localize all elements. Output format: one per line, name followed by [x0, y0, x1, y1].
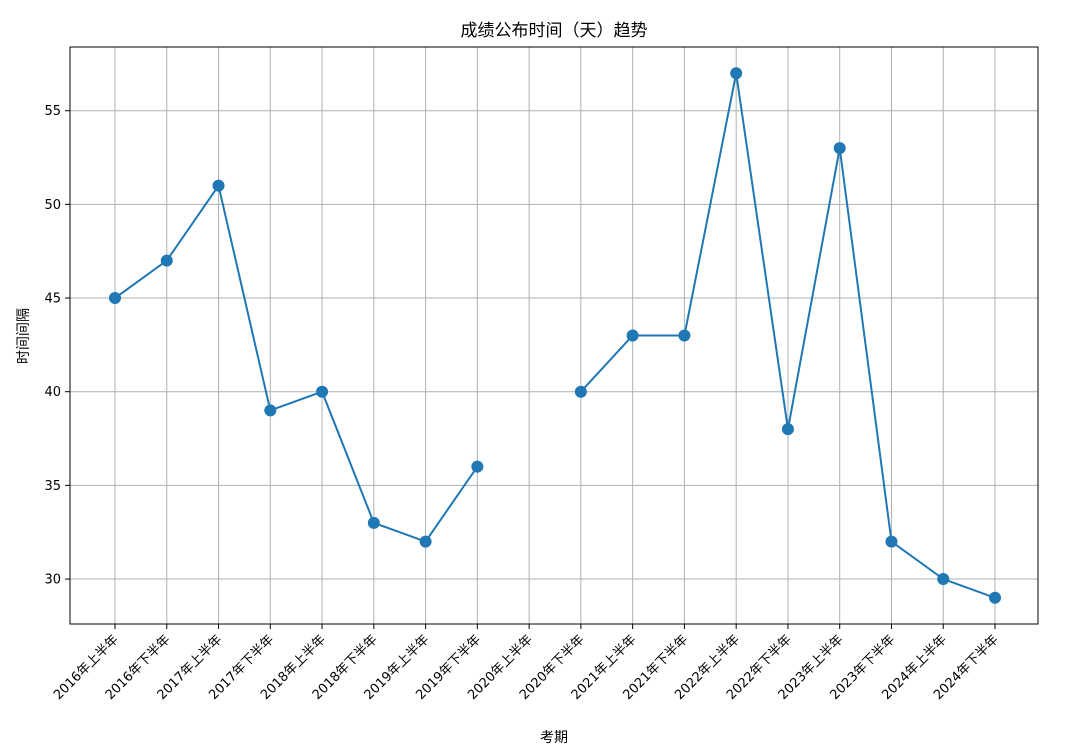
data-point — [626, 329, 639, 342]
data-point — [264, 404, 277, 417]
data-point — [989, 591, 1001, 604]
data-point — [160, 254, 173, 267]
y-tick-label: 45 — [44, 292, 61, 307]
x-axis-label: 考期 — [540, 730, 568, 746]
data-point — [574, 385, 587, 398]
y-tick-label: 30 — [44, 573, 61, 588]
y-tick-label: 55 — [44, 104, 61, 119]
data-point — [316, 385, 329, 398]
y-tick-label: 40 — [44, 385, 61, 400]
data-point — [833, 142, 846, 155]
y-tick-label: 50 — [44, 198, 61, 213]
data-point — [212, 179, 225, 192]
data-point — [419, 535, 432, 548]
data-point — [730, 67, 743, 80]
series-line — [114, 183, 479, 543]
plot-frame — [69, 46, 1039, 625]
chart-title: 成绩公布时间（天）趋势 — [461, 21, 648, 41]
data-point — [937, 573, 950, 586]
data-point — [781, 423, 794, 436]
y-tick-label: 35 — [44, 479, 61, 494]
data-point — [367, 516, 380, 529]
tick-layer: 2016年上半年2016年下半年2017年上半年2017年下半年2018年上半年… — [44, 104, 1001, 703]
grid-layer — [70, 47, 1038, 624]
data-point — [471, 460, 484, 473]
y-axis-label: 时间间隔 — [16, 308, 32, 364]
series-layer — [109, 67, 1001, 604]
data-point — [885, 535, 898, 548]
data-point — [678, 329, 691, 342]
data-point — [109, 292, 121, 305]
